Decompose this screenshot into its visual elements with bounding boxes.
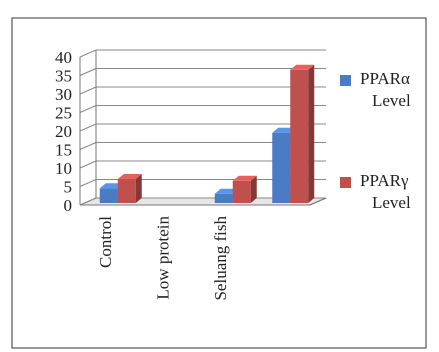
category-label: Seluang fish [211, 216, 230, 301]
bar-front [117, 178, 136, 203]
y-tick-label: 5 [64, 178, 73, 197]
legend-label: PPARα [360, 69, 410, 88]
category-label: Low protein [153, 216, 172, 300]
gridline-side [79, 179, 97, 187]
bar-top [232, 175, 257, 181]
legend-swatch [340, 75, 351, 86]
gridline-side [79, 68, 97, 76]
legend-swatch [340, 177, 351, 188]
y-tick-label: 25 [55, 104, 72, 123]
y-tick-label: 0 [64, 196, 73, 215]
y-tick-label: 20 [55, 122, 72, 141]
floor-edge [309, 197, 327, 206]
legend-label: PPARγ [360, 171, 409, 190]
bar-side [250, 175, 257, 203]
legend: PPARα Level PPARγ Level [340, 69, 411, 212]
gridline-side [79, 105, 97, 113]
category-labels: Control Low protein Seluang fish [96, 216, 230, 301]
category-label: Control [96, 216, 115, 268]
bar-front [99, 188, 118, 203]
gridline-side [79, 197, 97, 206]
bar-side [308, 64, 315, 203]
bar [232, 175, 257, 203]
legend-label-line2: Level [372, 91, 411, 110]
bar-top [290, 64, 315, 70]
gridline-side [79, 49, 97, 58]
legend-label-line2: Level [372, 193, 411, 212]
y-tick-label: 40 [55, 48, 72, 67]
gridline-side [79, 142, 97, 150]
bar-front [290, 69, 309, 203]
bar [290, 64, 315, 203]
y-tick-label: 30 [55, 85, 72, 104]
y-tick-label: 15 [55, 141, 72, 160]
bar-front [232, 180, 251, 203]
gridline-side [79, 160, 97, 169]
bar-front [272, 132, 291, 203]
bar-side [135, 173, 142, 203]
chart-border [11, 17, 427, 349]
bar-top [117, 173, 142, 179]
bar-front [214, 193, 233, 203]
gridline-side [79, 86, 97, 95]
gridline-side [79, 123, 97, 132]
bar [117, 173, 142, 203]
y-tick-label: 35 [55, 67, 72, 86]
y-tick-label: 10 [55, 159, 72, 178]
